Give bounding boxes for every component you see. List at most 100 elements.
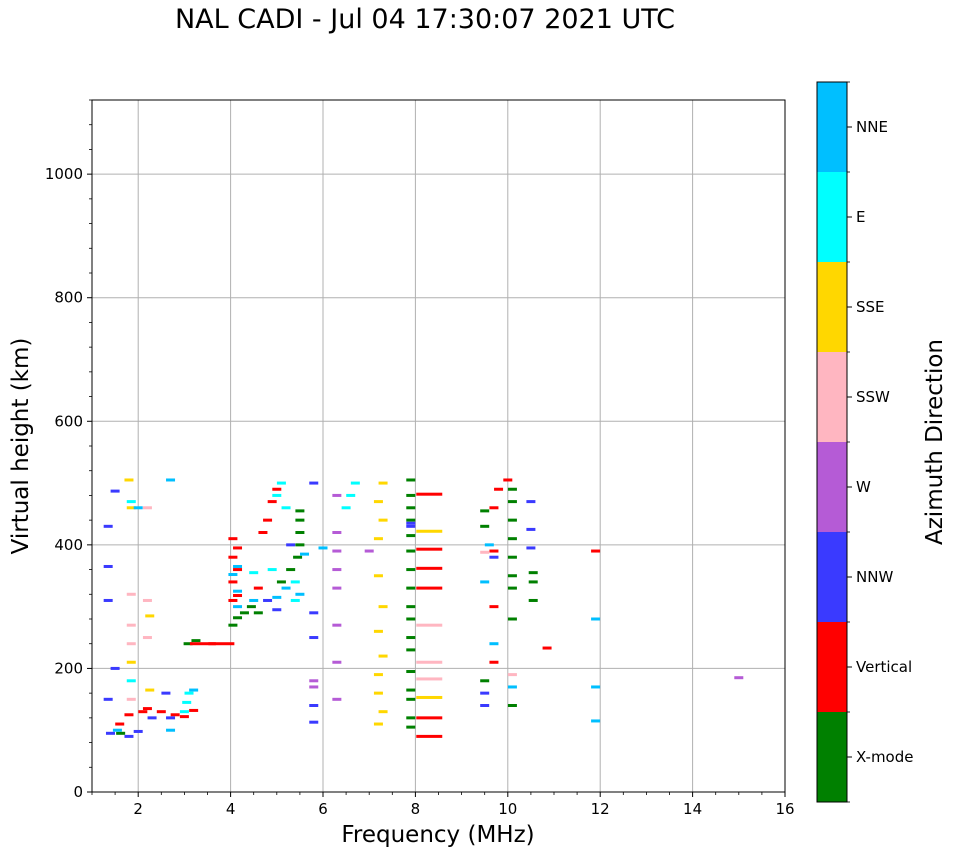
x-axis: 2 4 6 8 10 12 14 16 — [91, 792, 795, 818]
echo-point — [416, 734, 443, 738]
echo-point — [233, 589, 243, 593]
series-w — [309, 493, 744, 701]
echo-point — [112, 728, 122, 732]
echo-point — [341, 506, 351, 510]
colorbar-tick-label: NNW — [856, 568, 893, 586]
echo-point — [507, 537, 517, 541]
echo-point — [228, 537, 238, 541]
echo-point — [507, 574, 517, 578]
echo-point — [309, 636, 319, 640]
x-tick-label: 16 — [775, 800, 794, 818]
echo-point — [507, 685, 517, 689]
echo-point — [416, 623, 443, 627]
echo-point — [233, 568, 243, 572]
echo-point — [258, 531, 268, 534]
echo-point — [295, 518, 305, 522]
echo-point — [332, 660, 342, 664]
x-tick-label: 8 — [411, 800, 421, 818]
echo-point — [378, 654, 388, 658]
echo-point — [378, 605, 388, 609]
echo-point — [406, 493, 416, 497]
echo-point — [528, 598, 538, 602]
echo-point — [126, 500, 136, 504]
echo-point — [373, 673, 383, 677]
echo-point — [480, 691, 490, 695]
echo-point — [228, 580, 238, 584]
echo-point — [166, 716, 176, 720]
echo-point — [526, 500, 536, 504]
echo-point — [309, 679, 319, 683]
echo-point — [124, 734, 134, 738]
echo-point — [295, 543, 305, 547]
echo-point — [350, 481, 360, 485]
echo-point — [364, 549, 374, 553]
y-tick-label: 800 — [54, 289, 83, 307]
echo-point — [103, 598, 113, 602]
echo-point — [124, 713, 134, 717]
echo-point — [126, 660, 136, 664]
y-axis: 0 200 400 600 800 1000 — [45, 99, 92, 801]
echo-point — [373, 574, 383, 578]
echo-point — [281, 586, 291, 590]
echo-point — [103, 564, 113, 568]
echo-point — [272, 595, 282, 599]
echo-point — [142, 636, 152, 640]
x-tick-label: 14 — [683, 800, 702, 818]
echo-point — [191, 639, 201, 643]
echo-point — [184, 691, 194, 695]
echo-point — [142, 506, 152, 510]
echo-point — [126, 506, 136, 510]
echo-point — [406, 725, 416, 729]
echo-point — [228, 573, 238, 577]
echo-point — [494, 487, 504, 491]
echo-point — [228, 598, 238, 602]
colorbar-tick-label: Vertical — [856, 658, 912, 676]
echo-point — [233, 605, 243, 609]
echo-point — [103, 697, 113, 701]
echo-point — [272, 487, 282, 491]
echo-point — [416, 695, 443, 699]
echo-point — [253, 611, 263, 615]
colorbar-segment — [817, 262, 847, 352]
echo-point — [406, 586, 416, 590]
echo-point — [138, 710, 148, 714]
echo-point — [170, 713, 180, 717]
echo-point — [480, 550, 490, 554]
echo-point — [507, 586, 517, 590]
y-tick-label: 600 — [54, 412, 83, 430]
y-tick-label: 0 — [73, 783, 83, 801]
echo-point — [239, 611, 249, 615]
colorbar-segment — [817, 442, 847, 532]
echo-point — [189, 642, 216, 646]
colorbar-tick-label: W — [856, 478, 871, 496]
echo-point — [233, 616, 243, 620]
echo-point — [416, 492, 443, 496]
echo-point — [103, 524, 113, 528]
echo-point — [126, 697, 136, 701]
echo-point — [507, 518, 517, 522]
echo-point — [542, 646, 552, 650]
echo-point — [591, 685, 601, 689]
series-nnw — [103, 481, 536, 738]
echo-point — [179, 715, 189, 719]
echo-point — [489, 549, 499, 553]
echo-point — [507, 617, 517, 621]
echo-point — [378, 518, 388, 522]
echo-point — [110, 666, 120, 670]
colorbar-segment — [817, 352, 847, 442]
echo-point — [309, 704, 319, 707]
echo-point — [406, 524, 416, 528]
echo-point — [406, 688, 416, 692]
echo-point — [507, 555, 517, 559]
echo-point — [281, 506, 291, 510]
echo-point — [507, 673, 517, 677]
echo-point — [489, 660, 499, 664]
echo-point — [105, 731, 115, 735]
echo-point — [228, 555, 238, 559]
echo-point — [263, 518, 273, 522]
echo-point — [489, 555, 499, 559]
echo-point — [290, 598, 300, 602]
echo-point — [480, 580, 490, 584]
echo-point — [124, 478, 134, 482]
echo-point — [416, 716, 443, 720]
